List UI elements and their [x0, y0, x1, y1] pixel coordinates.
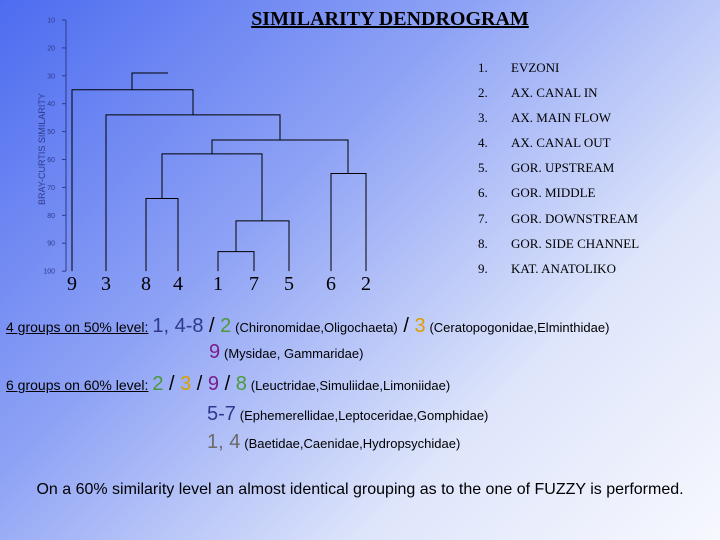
axis-tick-label: 100: [43, 269, 55, 276]
legend-number: 2.: [478, 85, 488, 101]
groups6-e: 5-7: [207, 403, 236, 425]
axis-tick-label: 80: [47, 213, 55, 220]
legend-number: 3.: [478, 110, 488, 126]
legend-number: 5.: [478, 160, 488, 176]
groups4-g2: 2: [220, 315, 232, 337]
leaf-label: 5: [284, 273, 294, 295]
groups6-taxa-f: (Baetidae,Caenidae,Hydropsychidae): [244, 436, 461, 451]
groups6-a: 2: [152, 373, 164, 395]
legend-label: AX. MAIN FLOW: [511, 110, 612, 126]
groups6-d: 8: [235, 373, 247, 395]
leaf-label: 6: [326, 273, 336, 295]
axis-tick-label: 10: [47, 18, 55, 25]
dendrogram-link: [161, 153, 263, 221]
axis-tick-label: 40: [47, 101, 55, 108]
groups4-taxa4: (Mysidae, Gammaridae): [224, 346, 364, 361]
groups4-line2: 9 (Mysidae, Gammaridae): [209, 342, 363, 362]
dendrogram-root: [131, 72, 168, 90]
groups4-heading: 4 groups on 50% level:: [6, 319, 149, 335]
legend-number: 7.: [478, 210, 488, 226]
dendrogram-link: [105, 114, 281, 272]
groups6-line2: 5-7 (Ephemerellidae,Leptoceridae,Gomphid…: [207, 404, 488, 424]
legend-label: KAT. ANATOLIKO: [511, 260, 616, 276]
groups6-f: 1, 4: [207, 431, 241, 453]
dendrogram-link: [145, 198, 179, 272]
leaf-label: 2: [361, 273, 371, 295]
axis-label: BRAY-CURTIS SIMILARITY: [37, 93, 47, 205]
groups4-taxa2: (Chironomidae,Oligochaeta): [235, 320, 398, 335]
groups6-taxa-a: (Leuctridae,Simuliidae,Limoniidae): [250, 378, 451, 393]
axis-tick-label: 20: [47, 45, 55, 52]
leaf-label: 8: [141, 273, 151, 295]
legend-label: GOR. SIDE CHANNEL: [511, 235, 640, 251]
groups4-sep2: /: [397, 315, 415, 337]
legend-label: AX. CANAL IN: [511, 85, 598, 101]
legend-label: GOR. DOWNSTREAM: [511, 210, 639, 226]
axis-tick-label: 30: [47, 73, 55, 80]
leaf-label: 9: [67, 273, 77, 295]
groups6-heading: 6 groups on 60% level:: [6, 377, 149, 393]
groups6-s2: /: [191, 373, 208, 395]
groups4-g1: 1, 4-8: [152, 315, 204, 337]
legend-number: 8.: [478, 235, 488, 251]
legend-number: 1.: [478, 60, 488, 75]
groups4-line: 4 groups on 50% level: 1, 4-8 / 2 (Chiro…: [6, 316, 609, 336]
legend-number: 6.: [478, 185, 488, 201]
groups6-line3: 1, 4 (Baetidae,Caenidae,Hydropsychidae): [207, 432, 460, 452]
legend-label: GOR. MIDDLE: [511, 185, 596, 201]
groups4-g4: 9: [209, 341, 221, 363]
groups6-c: 9: [207, 373, 220, 395]
groups6-b: 3: [180, 373, 192, 395]
groups6-s1: /: [163, 373, 181, 395]
legend-label: AX. CANAL OUT: [511, 135, 611, 151]
page-title: SIMILARITY DENDROGRAM: [251, 8, 529, 30]
dendrogram-link: [217, 251, 255, 272]
groups6-line: 6 groups on 60% level: 2 / 3 / 9 / 8 (Le…: [6, 374, 450, 394]
axis-tick-label: 90: [47, 241, 55, 248]
leaf-label: 7: [249, 273, 259, 295]
leaf-label: 1: [213, 273, 223, 295]
dendrogram-link: [235, 220, 290, 272]
groups6-s3: /: [219, 373, 236, 395]
dendrogram-link: [330, 172, 367, 272]
leaf-label: 3: [101, 273, 111, 295]
legend-number: 9.: [478, 260, 488, 276]
groups4-g3: 3: [414, 315, 426, 337]
legend-number: 4.: [478, 135, 488, 151]
axis-tick-label: 50: [47, 129, 55, 136]
legend-label: EVZONI: [511, 60, 560, 75]
groups4-sep1: /: [203, 315, 221, 337]
axis-tick-label: 60: [47, 157, 55, 164]
dendrogram: BRAY-CURTIS SIMILARITY 10 20 30 40 50 60 70 80 9…: [37, 18, 371, 296]
groups6-taxa-e: (Ephemerellidae,Leptoceridae,Gomphidae): [239, 408, 489, 423]
groups4-taxa3: (Ceratopogonidae,Elminthidae): [429, 320, 610, 335]
leaf-label: 4: [173, 273, 183, 295]
axis-tick-label: 70: [47, 185, 55, 192]
footer-note: On a 60% similarity level an almost iden…: [36, 481, 684, 498]
legend-label: GOR. UPSTREAM: [511, 160, 615, 176]
dendrogram-link: [71, 89, 194, 272]
dendrogram-link: [211, 139, 349, 174]
